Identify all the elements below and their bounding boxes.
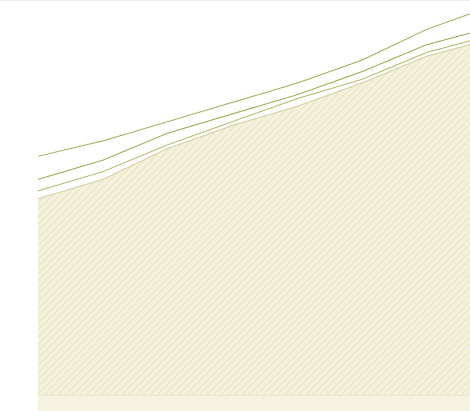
area-edge [37,44,470,200]
line [37,32,470,180]
bottom-band [38,395,470,411]
line [37,13,470,157]
line [37,40,470,192]
area-hatch [38,44,470,395]
